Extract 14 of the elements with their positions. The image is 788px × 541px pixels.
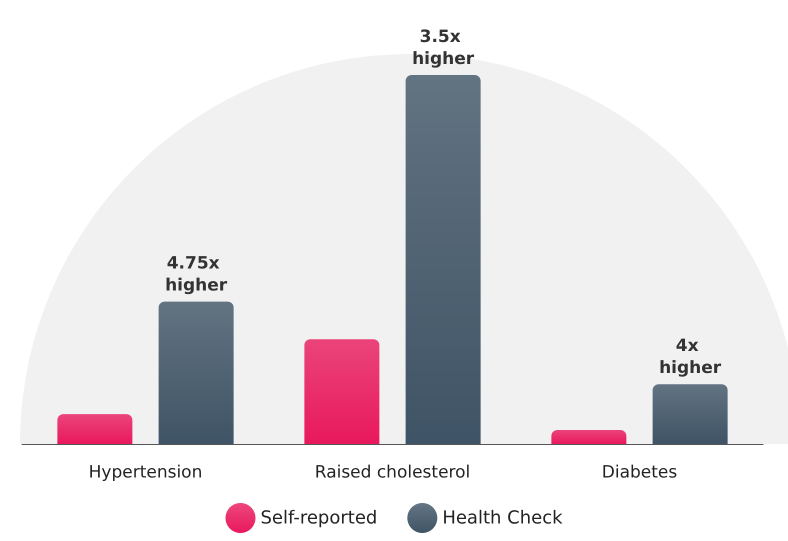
legend-label: Health Check bbox=[442, 508, 564, 528]
text: 3.5x higher bbox=[412, 27, 475, 69]
bar bbox=[406, 75, 481, 444]
legend-label: Self-reported bbox=[260, 508, 378, 528]
x-tick-label: Diabetes bbox=[602, 462, 678, 482]
bar bbox=[57, 414, 132, 444]
x-tick-label: Hypertension bbox=[88, 462, 202, 482]
bar bbox=[551, 430, 626, 444]
bar bbox=[652, 384, 728, 444]
x-tick-label: Raised cholesterol bbox=[314, 462, 470, 482]
annotation: 4x higher bbox=[659, 336, 722, 378]
bar bbox=[304, 339, 380, 444]
annotation: 4.75x higher bbox=[165, 254, 228, 296]
bar bbox=[158, 302, 234, 444]
